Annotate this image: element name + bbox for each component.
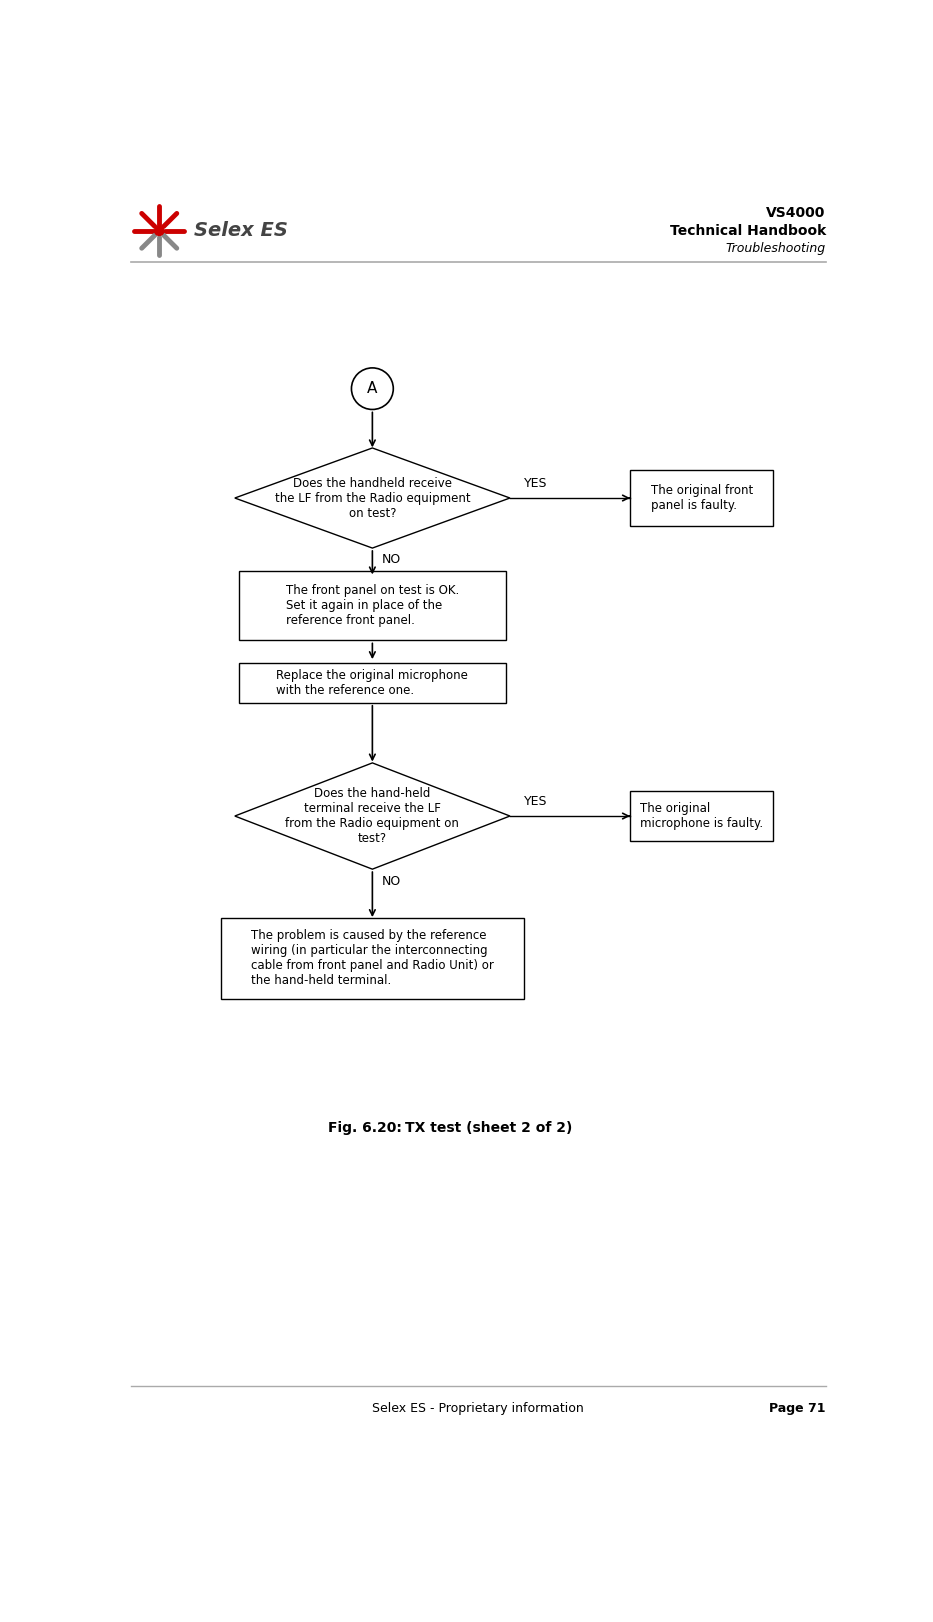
Polygon shape (235, 762, 510, 869)
Text: Selex ES: Selex ES (194, 221, 288, 240)
Text: Technical Handbook: Technical Handbook (670, 224, 826, 238)
Text: Does the hand-held
terminal receive the LF
from the Radio equipment on
test?: Does the hand-held terminal receive the … (285, 787, 459, 845)
FancyBboxPatch shape (221, 918, 523, 999)
Text: Does the handheld receive
the LF from the Radio equipment
on test?: Does the handheld receive the LF from th… (274, 477, 470, 519)
Text: Selex ES - Proprietary information: Selex ES - Proprietary information (372, 1401, 584, 1414)
Text: A: A (368, 381, 378, 396)
FancyBboxPatch shape (630, 470, 773, 526)
Text: VS4000: VS4000 (766, 206, 826, 221)
Circle shape (155, 225, 164, 235)
Text: The original front
panel is faulty.: The original front panel is faulty. (650, 483, 753, 513)
Text: NO: NO (382, 874, 401, 887)
FancyBboxPatch shape (239, 663, 506, 702)
FancyBboxPatch shape (630, 792, 773, 842)
Text: NO: NO (382, 553, 401, 566)
Text: YES: YES (524, 795, 548, 808)
FancyBboxPatch shape (239, 571, 506, 641)
Text: Replace the original microphone
with the reference one.: Replace the original microphone with the… (276, 668, 468, 697)
Polygon shape (235, 448, 510, 548)
Text: Fig. 6.20:: Fig. 6.20: (327, 1121, 401, 1135)
Text: The front panel on test is OK.
Set it again in place of the
reference front pane: The front panel on test is OK. Set it ag… (285, 584, 459, 628)
Circle shape (352, 368, 394, 409)
Text: The problem is caused by the reference
wiring (in particular the interconnecting: The problem is caused by the reference w… (251, 929, 494, 988)
Text: YES: YES (524, 477, 548, 490)
Text: TX test (sheet 2 of 2): TX test (sheet 2 of 2) (405, 1121, 572, 1135)
Text: Troubleshooting: Troubleshooting (726, 242, 826, 255)
Text: Page 71: Page 71 (769, 1401, 826, 1414)
Text: The original
microphone is faulty.: The original microphone is faulty. (640, 801, 763, 830)
